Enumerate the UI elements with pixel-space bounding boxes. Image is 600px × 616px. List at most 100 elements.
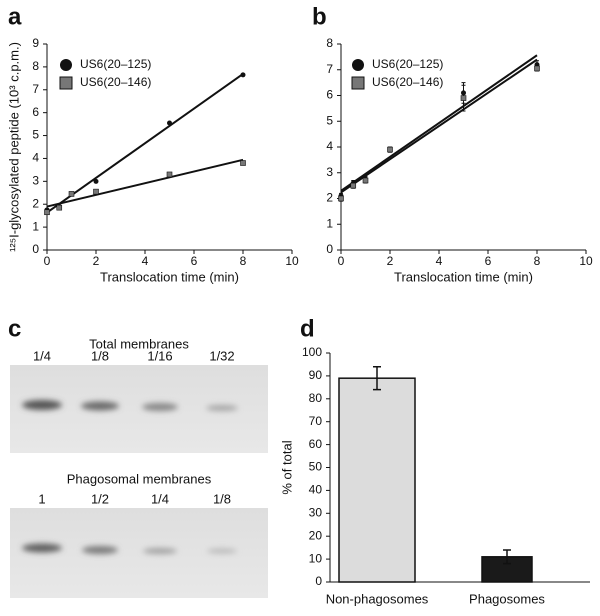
band bbox=[142, 403, 178, 411]
y-tick-label: 7 bbox=[326, 62, 333, 76]
band bbox=[22, 543, 62, 553]
error-bar bbox=[503, 549, 511, 565]
legend-marker bbox=[352, 59, 364, 71]
x-tick-label: 4 bbox=[436, 254, 443, 268]
lane-label: 1/2 bbox=[91, 491, 109, 506]
x-axis-label: Translocation time (min) bbox=[100, 269, 239, 284]
x-tick-label: 8 bbox=[240, 254, 247, 268]
point bbox=[240, 160, 246, 166]
y-tick-label: 100 bbox=[302, 345, 322, 359]
point bbox=[460, 95, 467, 101]
y-tick-label: 0 bbox=[32, 242, 39, 256]
x-tick-label: 4 bbox=[142, 254, 149, 268]
band bbox=[143, 548, 177, 554]
x-tick-label: 2 bbox=[387, 254, 394, 268]
bar bbox=[338, 377, 416, 583]
y-tick-label: 4 bbox=[326, 139, 333, 153]
y-tick-label: 3 bbox=[326, 165, 333, 179]
legend-label: US6(20–125) bbox=[372, 57, 443, 71]
legend-label: US6(20–146) bbox=[372, 75, 443, 89]
point bbox=[362, 177, 369, 184]
error-bar bbox=[373, 365, 381, 391]
y-tick-label: 1 bbox=[326, 216, 333, 230]
y-tick-label: 5 bbox=[326, 113, 333, 127]
legend-marker bbox=[60, 59, 72, 71]
x-tick-label: 0 bbox=[44, 254, 51, 268]
legend-label: US6(20–146) bbox=[80, 75, 151, 89]
point bbox=[350, 182, 357, 189]
panel-label: a bbox=[8, 3, 22, 30]
y-tick-label: 0 bbox=[326, 242, 333, 256]
y-tick-label: 40 bbox=[309, 483, 323, 497]
x-tick-label: 6 bbox=[485, 254, 492, 268]
panel-label: b bbox=[312, 3, 327, 30]
band bbox=[207, 548, 237, 554]
y-tick-label: 7 bbox=[32, 82, 39, 96]
legend-marker bbox=[59, 76, 73, 90]
lane-label: 1/8 bbox=[91, 348, 109, 363]
lane-label: 1 bbox=[38, 491, 45, 506]
legend-marker bbox=[351, 76, 365, 90]
blot-title: Total membranes bbox=[89, 336, 189, 351]
x-tick-label: 0 bbox=[338, 254, 345, 268]
y-tick-label: 6 bbox=[326, 88, 333, 102]
lane-label: 1/32 bbox=[209, 348, 234, 363]
x-tick-label: Phagosomes bbox=[469, 591, 545, 606]
y-axis-label: ¹²⁵I-glycosylated peptide (10³ c.p.m.) bbox=[6, 42, 21, 252]
point bbox=[68, 191, 75, 197]
x-tick-label: 8 bbox=[534, 254, 541, 268]
lane-label: 1/4 bbox=[33, 348, 51, 363]
point bbox=[93, 178, 99, 184]
y-tick-label: 0 bbox=[315, 574, 322, 588]
point bbox=[166, 171, 173, 178]
y-tick-label: 1 bbox=[32, 219, 39, 233]
y-tick-label: 30 bbox=[309, 505, 323, 519]
y-tick-label: 8 bbox=[32, 59, 39, 73]
y-tick-label: 9 bbox=[32, 36, 39, 50]
point bbox=[338, 195, 344, 202]
point bbox=[167, 120, 172, 126]
blot-title: Phagosomal membranes bbox=[67, 471, 212, 486]
x-tick-label: 6 bbox=[191, 254, 198, 268]
panel-label: c bbox=[8, 315, 21, 342]
y-tick-label: 80 bbox=[309, 391, 323, 405]
band bbox=[206, 405, 238, 411]
lane-label: 1/4 bbox=[151, 491, 169, 506]
point bbox=[93, 188, 99, 195]
x-tick-label: 2 bbox=[93, 254, 100, 268]
point bbox=[534, 65, 540, 72]
point bbox=[44, 209, 50, 216]
fit-line bbox=[46, 158, 244, 208]
y-tick-label: 10 bbox=[309, 551, 323, 565]
y-tick-label: 60 bbox=[309, 437, 323, 451]
y-tick-label: 50 bbox=[309, 460, 323, 474]
y-tick-label: 3 bbox=[32, 174, 39, 188]
x-axis-label: Translocation time (min) bbox=[394, 269, 533, 284]
y-axis-label: % of total bbox=[279, 440, 294, 494]
fit-line bbox=[340, 58, 538, 194]
y-tick-label: 2 bbox=[32, 196, 39, 210]
x-tick-label: 10 bbox=[579, 254, 593, 268]
band bbox=[22, 400, 62, 410]
band bbox=[81, 401, 119, 411]
x-tick-label: Non-phagosomes bbox=[326, 591, 429, 606]
lane-label: 1/16 bbox=[147, 348, 172, 363]
fit-line bbox=[340, 54, 538, 192]
y-tick-label: 90 bbox=[309, 368, 323, 382]
lane-label: 1/8 bbox=[213, 491, 231, 506]
y-tick-label: 4 bbox=[32, 151, 39, 165]
y-tick-label: 5 bbox=[32, 128, 39, 142]
x-tick-label: 10 bbox=[285, 254, 299, 268]
y-tick-label: 6 bbox=[32, 105, 39, 119]
y-tick-label: 2 bbox=[326, 191, 333, 205]
gel-bands bbox=[22, 400, 238, 554]
point bbox=[240, 72, 246, 78]
y-tick-label: 70 bbox=[309, 414, 323, 428]
point bbox=[387, 146, 393, 153]
y-tick-label: 8 bbox=[326, 36, 333, 50]
panel-label: d bbox=[300, 315, 315, 342]
point bbox=[56, 204, 63, 211]
fit-line bbox=[46, 73, 244, 214]
legend-label: US6(20–125) bbox=[80, 57, 151, 71]
